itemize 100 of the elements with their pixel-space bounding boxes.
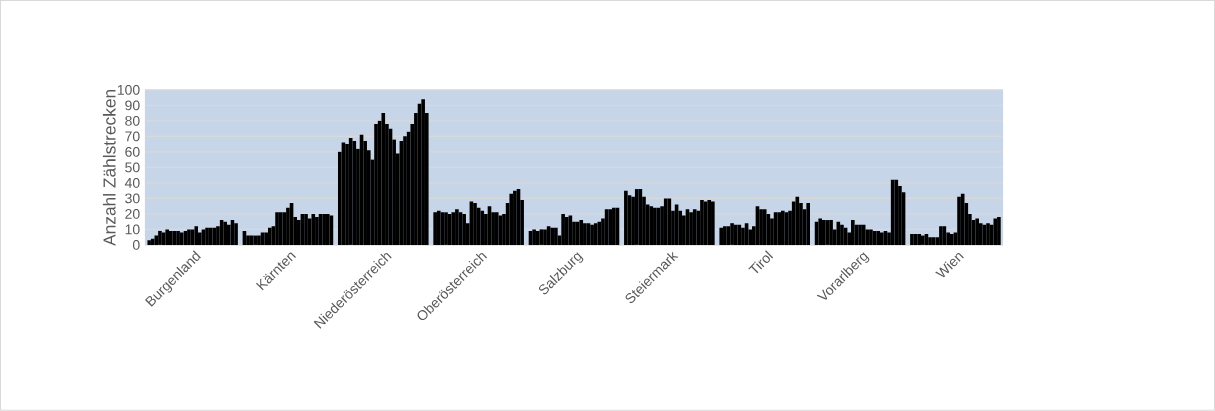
- bar: [494, 212, 499, 245]
- bar: [917, 234, 921, 245]
- bar: [692, 209, 697, 245]
- bar: [593, 223, 598, 245]
- bar: [733, 224, 738, 245]
- bar: [249, 235, 254, 245]
- bar: [822, 220, 826, 245]
- bar: [634, 189, 639, 245]
- bar: [433, 212, 437, 245]
- bar: [158, 231, 162, 245]
- bar: [352, 141, 357, 245]
- bar: [777, 212, 782, 245]
- bar: [840, 224, 844, 245]
- bar: [150, 238, 155, 245]
- bar: [257, 235, 261, 245]
- bar: [315, 217, 319, 245]
- bar: [730, 223, 734, 245]
- bar: [700, 200, 704, 245]
- bar: [583, 223, 587, 245]
- bar: [550, 227, 555, 245]
- y-tick-label: 10: [125, 224, 140, 235]
- bar: [858, 224, 862, 245]
- bar: [176, 231, 180, 245]
- bar: [205, 227, 209, 245]
- bar: [473, 203, 477, 245]
- y-tick-label: 40: [124, 178, 140, 188]
- bar: [653, 207, 657, 245]
- bar: [455, 209, 459, 245]
- bar: [451, 212, 456, 245]
- bar: [939, 226, 943, 245]
- bar: [561, 214, 565, 245]
- bar: [282, 212, 287, 245]
- bar: [234, 223, 238, 245]
- bar: [741, 227, 745, 245]
- bar: [762, 209, 767, 245]
- bar: [311, 214, 316, 245]
- bar: [564, 217, 569, 245]
- bar: [223, 221, 227, 245]
- bar: [612, 207, 616, 245]
- y-tick-label: 60: [125, 147, 140, 157]
- x-tick-label: Tirol: [748, 250, 774, 274]
- bar: [689, 212, 693, 245]
- bar: [957, 196, 961, 245]
- y-tick-label: 50: [125, 162, 140, 173]
- bar: [535, 231, 540, 245]
- y-tick-label: 90: [125, 100, 140, 111]
- bar: [949, 234, 954, 245]
- bar: [663, 198, 668, 245]
- bar: [608, 209, 613, 245]
- bar: [381, 113, 386, 245]
- bar: [444, 212, 448, 245]
- bar: [869, 229, 873, 245]
- bar: [986, 223, 990, 245]
- bar: [187, 229, 191, 245]
- bar: [880, 232, 884, 245]
- bar: [851, 220, 855, 245]
- y-tick-label: 70: [125, 131, 140, 142]
- bar: [436, 210, 441, 245]
- bar: [421, 99, 425, 245]
- bar: [179, 232, 184, 245]
- bar: [759, 209, 763, 245]
- bar: [719, 227, 724, 245]
- bar: [212, 227, 217, 245]
- bar: [532, 229, 536, 245]
- bar: [624, 190, 628, 245]
- bar: [590, 224, 594, 245]
- bar: [818, 218, 823, 245]
- bar: [791, 201, 796, 245]
- bar: [246, 235, 250, 245]
- y-tick-label: 100: [117, 85, 140, 95]
- bar: [543, 229, 547, 245]
- bar: [829, 220, 833, 245]
- bar: [921, 235, 925, 245]
- bar: [806, 203, 810, 245]
- bar: [781, 210, 785, 245]
- bar: [876, 231, 880, 245]
- bar: [304, 214, 308, 245]
- bar: [513, 190, 517, 245]
- bar: [286, 207, 290, 245]
- bar: [579, 220, 584, 245]
- bar: [462, 214, 466, 245]
- bar: [649, 206, 654, 245]
- y-tick-label: 80: [125, 116, 140, 126]
- bar: [723, 226, 727, 245]
- bar: [165, 229, 170, 245]
- bar: [997, 217, 1001, 245]
- bar: [707, 200, 712, 245]
- bar: [928, 237, 932, 245]
- y-axis-title: Anzahl Zählstrecken: [102, 90, 116, 246]
- bar: [403, 136, 407, 245]
- bar: [978, 223, 983, 245]
- bar: [861, 224, 866, 245]
- y-tick-label: 20: [125, 209, 140, 219]
- bar: [975, 218, 979, 245]
- bar: [910, 234, 914, 245]
- bar: [226, 224, 231, 245]
- bar: [374, 124, 378, 245]
- bar: [264, 232, 268, 245]
- bar: [275, 212, 279, 245]
- bar: [169, 231, 173, 245]
